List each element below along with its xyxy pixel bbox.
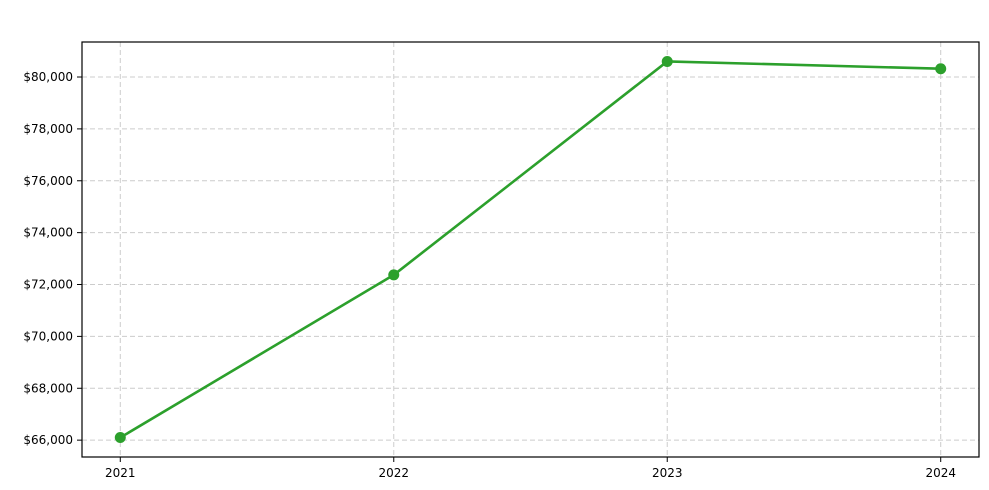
data-point-2022 <box>388 269 400 281</box>
data-point-2024 <box>935 63 947 75</box>
y-tick-label: $74,000 <box>23 226 73 240</box>
x-tick-label: 2022 <box>378 466 409 480</box>
y-tick-label: $70,000 <box>23 329 73 343</box>
y-tick-label: $72,000 <box>23 278 73 292</box>
y-tick-label: $68,000 <box>23 381 73 395</box>
y-tick-label: $80,000 <box>23 70 73 84</box>
trend-line <box>118 60 943 439</box>
y-tick-label: $66,000 <box>23 433 73 447</box>
data-point-2023 <box>661 55 673 67</box>
y-tick-label: $76,000 <box>23 174 73 188</box>
x-tick-label: 2024 <box>925 466 956 480</box>
plot-border <box>81 41 980 458</box>
x-tick-label: 2021 <box>105 466 136 480</box>
y-tick-label: $78,000 <box>23 122 73 136</box>
x-tick-label: 2023 <box>652 466 683 480</box>
data-point-2021 <box>114 432 126 444</box>
